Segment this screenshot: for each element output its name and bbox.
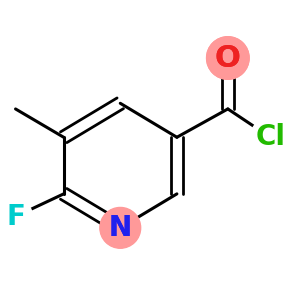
Circle shape: [100, 208, 141, 248]
Text: O: O: [215, 44, 241, 73]
Circle shape: [100, 208, 140, 248]
Circle shape: [0, 200, 32, 233]
Text: N: N: [109, 214, 132, 242]
Text: O: O: [215, 44, 241, 73]
Text: F: F: [6, 202, 25, 230]
Circle shape: [207, 37, 249, 79]
Circle shape: [207, 37, 249, 79]
Circle shape: [250, 117, 290, 157]
Text: Cl: Cl: [255, 123, 285, 151]
Text: N: N: [109, 214, 132, 242]
